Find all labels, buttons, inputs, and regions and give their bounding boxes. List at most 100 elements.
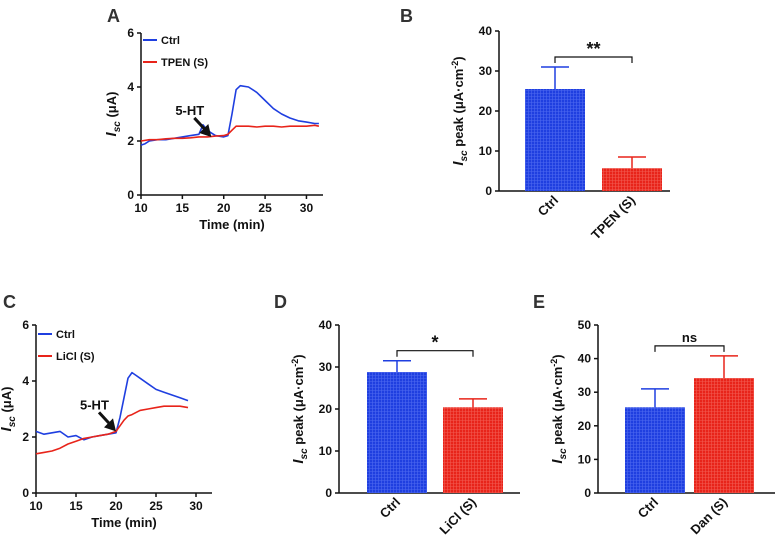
- panel-e-significance-label: ns: [682, 330, 697, 345]
- panel-a-legend-label: Ctrl: [161, 35, 180, 47]
- panel-b-bar-ctrl: [525, 89, 585, 191]
- panel-b-letter: B: [400, 6, 413, 26]
- panel-a-y-tick-label: 2: [127, 134, 134, 148]
- panel-d-y-tick-label: 0: [325, 486, 332, 500]
- panel-c-legend-label: LiCl (S): [56, 351, 95, 363]
- panel-a-letter: A: [107, 6, 120, 26]
- panel-e-y-axis-title-symbol: I: [549, 459, 566, 464]
- panel-a-legend-label: TPEN (S): [161, 57, 208, 69]
- panel-c-y-tick-label: 2: [22, 430, 29, 444]
- panel-e-bar-chart: E 0 10 20 30 40 50 Ctrl Dan (S) ns Isc peak (μA·c…: [533, 292, 775, 537]
- panel-d-y-tick-label: 20: [319, 402, 333, 416]
- panel-d-bar-ctrl: [367, 372, 427, 493]
- panel-d-bar-chart: D 0 10 20 30 40 Ctrl LiCl (S) * Isc peak (μA·cm-…: [274, 292, 520, 537]
- panel-c-x-tick-label: 15: [69, 499, 83, 513]
- panel-e-letter: E: [533, 292, 545, 312]
- panel-d-y-axis-title-subscript: sc: [299, 448, 310, 460]
- panel-a-y-axis-title-unit: (μA): [104, 92, 119, 122]
- panel-d-y-axis-title-symbol: I: [290, 459, 307, 464]
- panel-b-y-axis-title-text: peak (μA·cm: [451, 69, 466, 151]
- panel-c-y-axis-title-unit: (μA): [0, 387, 14, 417]
- panel-e-y-axis-title-text: peak (μA·cm: [550, 367, 565, 449]
- panel-c-legend-label: Ctrl: [56, 329, 75, 341]
- panel-a-y-axis-title-subscript: sc: [112, 121, 123, 133]
- panel-b-significance-label: **: [586, 39, 600, 59]
- panel-d-bar-treatment: [443, 407, 503, 493]
- panel-e-y-tick-label: 40: [578, 352, 592, 366]
- panel-e-y-axis-title: Isc peak (μA·cm-2): [549, 354, 569, 463]
- panel-a-series-treatment-line: [140, 124, 320, 142]
- panel-a-y-axis-title-symbol: I: [103, 131, 120, 136]
- panel-d-y-axis-title: Isc peak (μA·cm-2): [290, 354, 310, 463]
- panel-c-x-tick-label: 20: [109, 499, 123, 513]
- panel-e-y-tick-label: 0: [584, 486, 591, 500]
- panel-b-bar-treatment: [602, 168, 662, 191]
- panel-c-series-ctrl-line: [35, 371, 189, 441]
- panel-c-x-tick-label: 10: [29, 499, 43, 513]
- panel-b-y-tick-label: 20: [479, 104, 493, 118]
- panel-c-y-tick-label: 4: [22, 374, 29, 388]
- panel-d-y-tick-label: 40: [319, 318, 333, 332]
- panel-e-y-tick-label: 10: [578, 452, 592, 466]
- panel-a-y-tick-label: 6: [127, 26, 134, 40]
- panel-d-y-tick-label: 10: [319, 444, 333, 458]
- panel-c-y-axis-title-subscript: sc: [7, 416, 18, 428]
- panel-b-y-tick-label: 40: [479, 24, 493, 38]
- panel-c-x-tick-label: 25: [149, 499, 163, 513]
- panel-c-series-treatment-line: [35, 405, 189, 455]
- panel-b-y-tick-label: 30: [479, 64, 493, 78]
- panel-e-bar-ctrl: [625, 407, 685, 493]
- panel-c-y-tick-label: 6: [22, 318, 29, 332]
- panel-a-x-axis-title: Time (min): [199, 217, 265, 232]
- panel-d-significance-bracket: [396, 350, 474, 357]
- panel-c-annotation-label: 5-HT: [80, 397, 109, 412]
- panel-c-y-axis-title: Isc (μA): [0, 387, 18, 432]
- panel-a-x-tick-label: 20: [217, 201, 231, 215]
- panel-c-x-axis-title: Time (min): [91, 515, 157, 530]
- panel-a-annotation-arrow-head: [199, 123, 212, 137]
- panel-b-category-label: TPEN (S): [588, 193, 638, 243]
- panel-b-y-tick-label: 10: [479, 144, 493, 158]
- panel-e-y-tick-label: 30: [578, 385, 592, 399]
- panel-a-x-tick-label: 25: [258, 201, 272, 215]
- panel-b-bar-chart: B 0 10 20 30 40 Ctrl TPEN (S) ** Isc peak (μA·cm…: [400, 6, 670, 242]
- panel-d-y-axis-title-superscript: -2: [290, 359, 300, 367]
- panel-a-y-axis-title: Isc (μA): [103, 92, 123, 137]
- panel-a-x-tick-label: 30: [300, 201, 314, 215]
- panel-e-y-tick-label: 50: [578, 318, 592, 332]
- panel-c-y-axis-title-symbol: I: [0, 426, 15, 431]
- panel-a-series-ctrl-line: [140, 84, 319, 146]
- panel-e-category-label: Ctrl: [635, 495, 661, 521]
- panel-b-significance-bracket: [554, 56, 633, 63]
- panel-d-category-label: LiCl (S): [436, 495, 479, 538]
- panel-b-y-tick-label: 0: [485, 184, 492, 198]
- panel-e-y-tick-label: 20: [578, 419, 592, 433]
- panel-b-y-axis-title-symbol: I: [450, 161, 467, 166]
- panel-b-y-axis-title-close: ): [451, 56, 466, 60]
- panel-d-significance-label: *: [431, 333, 438, 353]
- panel-e-y-axis-title-superscript: -2: [549, 359, 559, 367]
- panel-b-y-axis-title-subscript: sc: [459, 150, 470, 162]
- panel-c-annotation-arrow-head: [104, 418, 116, 432]
- panel-a-x-tick-label: 15: [176, 201, 190, 215]
- panel-c-letter: C: [3, 292, 16, 312]
- panel-d-letter: D: [274, 292, 287, 312]
- panel-c-line-chart: C 0 2 4 6 10 15 20 25 30 Time (min) Isc (μA) Ctrl Li…: [0, 292, 212, 530]
- panel-a-y-tick-label: 0: [127, 188, 134, 202]
- panel-d-y-axis-title-text: peak (μA·cm: [291, 367, 306, 449]
- panel-c-x-tick-label: 30: [189, 499, 203, 513]
- panel-b-y-axis-title-superscript: -2: [450, 61, 460, 69]
- panel-e-category-label: Dan (S): [687, 495, 730, 538]
- panel-b-y-axis-title: Isc peak (μA·cm-2): [450, 56, 470, 165]
- panel-a-x-tick-label: 10: [134, 201, 148, 215]
- panel-d-y-axis-title-close: ): [291, 354, 306, 358]
- panel-b-category-label: Ctrl: [535, 193, 561, 219]
- panel-e-y-axis-title-subscript: sc: [558, 448, 569, 460]
- panel-e-bar-treatment: [694, 378, 754, 493]
- panel-c-y-tick-label: 0: [22, 486, 29, 500]
- panel-d-y-tick-label: 30: [319, 360, 333, 374]
- panel-a-line-chart: A 0 2 4 6 10 15 20 25 30 Time (min) Isc (μA) Ctrl TP…: [103, 6, 323, 232]
- panel-e-significance-bracket: [654, 345, 725, 352]
- panel-e-y-axis-title-close: ): [550, 354, 565, 358]
